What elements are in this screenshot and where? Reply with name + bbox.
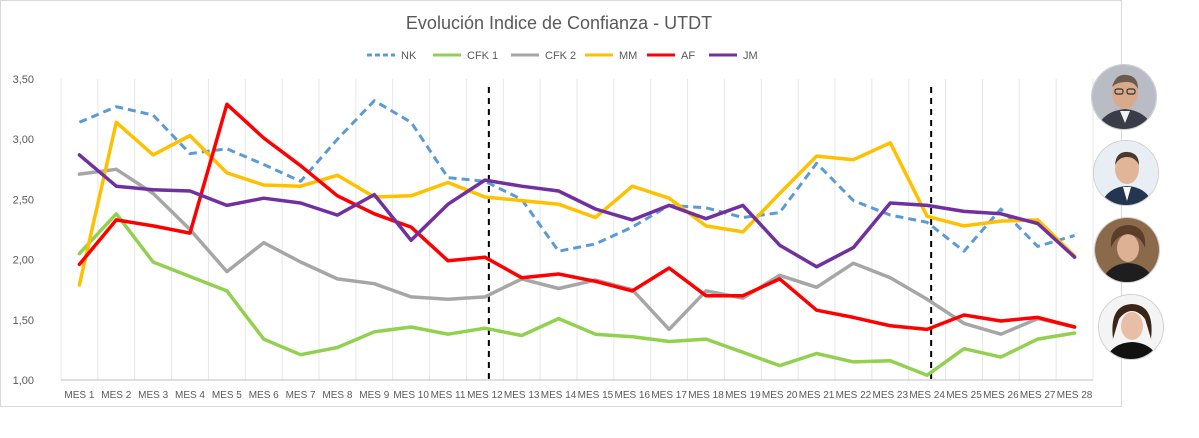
x-tick-label: MES 9 (359, 390, 389, 401)
reference-lines (487, 87, 933, 380)
portrait-jm-icon (1094, 217, 1160, 283)
x-tick-label: MES 25 (946, 390, 982, 401)
legend: NK CFK 1 CFK 2 MM AF JM (367, 50, 758, 62)
x-tick-label: MES 18 (688, 390, 724, 401)
y-tick-label: 2,00 (13, 255, 34, 267)
series-line-nk (78, 99, 1076, 253)
x-tick-label: MES 11 (431, 390, 466, 401)
portrait-cfk-icon (1098, 294, 1164, 360)
y-tick-label: 1,00 (13, 375, 34, 387)
x-tick-label: MES 1 (64, 390, 94, 401)
x-tick-label: MES 23 (872, 390, 908, 401)
portrait-mm-icon (1093, 140, 1159, 206)
series-line-cfk-1 (77, 212, 1077, 377)
x-tick-label: MES 14 (541, 390, 577, 401)
gridlines (60, 79, 1094, 381)
y-tick-label: 3,00 (13, 134, 34, 146)
legend-label: CFK 2 (545, 50, 576, 62)
x-tick-label: MES 28 (1057, 390, 1093, 401)
y-tick-label: 1,50 (13, 315, 34, 327)
y-tick-label: 2,50 (13, 194, 34, 206)
series-lines (77, 99, 1077, 377)
chart-frame: 1,00 1,50 2,00 2,50 3,00 3,50 MES 1 MES 2 MES 3… (0, 0, 1122, 407)
legend-label: CFK 1 (467, 50, 498, 62)
x-tick-label: MES 17 (651, 390, 687, 401)
series-line-af (77, 102, 1077, 332)
x-tick-label: MES 10 (393, 390, 429, 401)
legend-label: MM (619, 50, 637, 62)
x-axis-ticks: MES 1 MES 2 MES 3 MES 4 MES 5 MES 6 MES 7 MES 8… (64, 390, 1092, 401)
x-tick-label: MES 3 (138, 390, 168, 401)
x-tick-label: MES 7 (286, 390, 316, 401)
legend-label: JM (743, 50, 758, 62)
x-tick-label: MES 26 (983, 390, 1019, 401)
y-tick-label: 3,50 (13, 74, 34, 86)
x-tick-label: MES 13 (504, 390, 540, 401)
x-tick-label: MES 21 (799, 390, 835, 401)
x-tick-label: MES 12 (467, 390, 503, 401)
chart-title: Evolución Indice de Confianza - UTDT (406, 13, 712, 33)
x-tick-label: MES 22 (836, 390, 872, 401)
portrait-nk-icon (1091, 64, 1157, 130)
y-axis-ticks: 1,00 1,50 2,00 2,50 3,00 3,50 (13, 74, 34, 387)
line-chart: 1,00 1,50 2,00 2,50 3,00 3,50 MES 1 MES 2 MES 3… (13, 13, 1094, 401)
x-tick-label: MES 16 (614, 390, 650, 401)
x-tick-label: MES 19 (725, 390, 761, 401)
series-line-mm (77, 120, 1077, 287)
legend-label: NK (401, 50, 417, 62)
x-tick-label: MES 27 (1020, 390, 1056, 401)
x-tick-label: MES 20 (762, 390, 798, 401)
legend-label: AF (681, 50, 695, 62)
x-tick-label: MES 24 (909, 390, 945, 401)
x-tick-label: MES 8 (322, 390, 352, 401)
x-tick-label: MES 5 (212, 390, 242, 401)
series-line-jm (77, 153, 1077, 269)
x-tick-label: MES 6 (249, 390, 279, 401)
x-tick-label: MES 15 (578, 390, 614, 401)
series-line-cfk-2 (77, 167, 1077, 336)
x-tick-label: MES 4 (175, 390, 205, 401)
x-tick-label: MES 2 (101, 390, 131, 401)
